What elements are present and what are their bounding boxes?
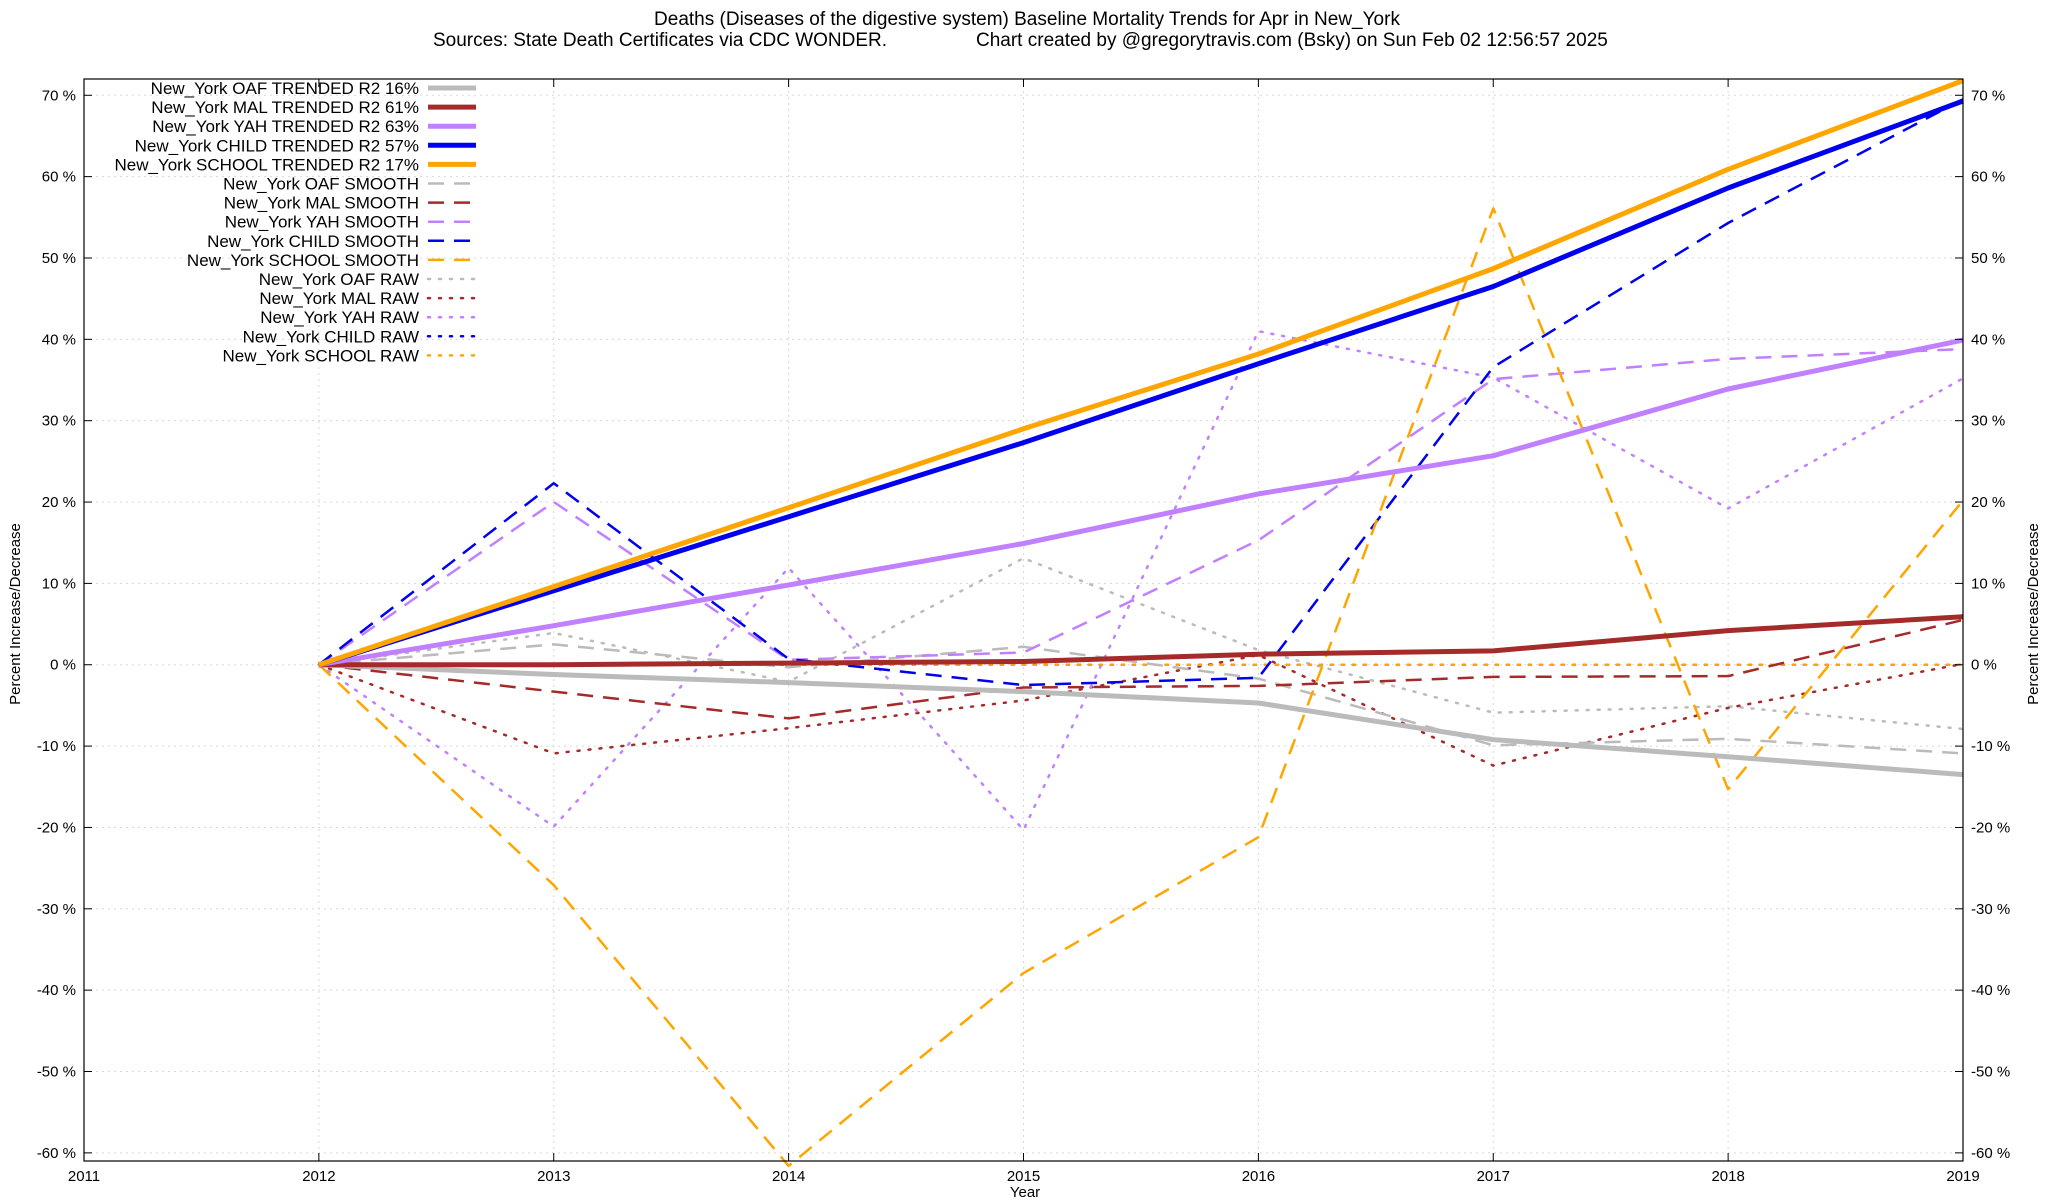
legend-label: New_York OAF TRENDED R2 16% [151,79,419,98]
y-axis-ticks: 70 % 70 % 60 % 60 % 50 % 50 % 40 % 40 % 30 % 30 %… [37,87,2010,1162]
x-tick-label: 2013 [537,1168,570,1185]
legend-label: New_York MAL RAW [259,289,419,308]
x-tick-label: 2016 [1242,1168,1275,1185]
series-line [317,653,1965,767]
y-tick-label-right: -40 % [1971,982,2010,999]
legend-label: New_York MAL TRENDED R2 61% [151,98,419,117]
y-tick-label-left: 50 % [42,250,76,267]
legend-label: New_York OAF SMOOTH [223,175,419,194]
series-line [318,643,1964,755]
y-tick-label-right: -10 % [1971,738,2010,755]
y-tick-label-right: 30 % [1971,413,2005,430]
series-line [318,98,1964,668]
legend-label: New_York CHILD SMOOTH [207,232,419,251]
legend-label: New_York YAH SMOOTH [225,213,419,232]
y-tick-label-right: 0 % [1971,657,1997,674]
y-tick-label-right: 10 % [1971,575,2005,592]
series-line [317,329,1965,832]
x-tick-label: 2014 [772,1168,805,1185]
series-line [318,662,1964,778]
series-line [318,337,1964,668]
y-tick-label-right: 40 % [1971,331,2005,348]
y-tick-label-left: 60 % [42,169,76,186]
legend: New_York OAF TRENDED R2 16%New_York MAL … [114,79,478,365]
legend-label: New_York SCHOOL RAW [223,346,420,365]
y-tick-label-right: -20 % [1971,819,2010,836]
x-axis-ticks: 2011 2012 2013 2014 2015 2016 2017 2018 2019 [68,79,1980,1185]
series-line [318,347,1964,666]
x-tick-label: 2019 [1946,1168,1979,1185]
y-tick-label-left: -20 % [37,819,76,836]
y-tick-label-left: -50 % [37,1064,76,1081]
y-tick-label-right: 50 % [1971,250,2005,267]
y-tick-label-right: 70 % [1971,87,2005,104]
x-axis-label: Year [1010,1184,1040,1200]
y-tick-label-left: 70 % [42,87,76,104]
legend-label: New_York SCHOOL TRENDED R2 17% [114,155,419,174]
chart-subtitle-sources: Sources: State Death Certificates via CD… [433,30,887,51]
x-tick-label: 2018 [1711,1168,1744,1185]
y-tick-label-left: 30 % [42,413,76,430]
y-tick-label-left: 20 % [42,494,76,511]
x-tick-label: 2015 [1007,1168,1040,1185]
legend-label: New_York SCHOOL SMOOTH [187,251,419,270]
series-line [318,207,1964,1168]
y-tick-label-right: -50 % [1971,1064,2010,1081]
series-lines [317,78,1965,1168]
legend-label: New_York CHILD RAW [243,327,419,346]
y-tick-label-right: 20 % [1971,494,2005,511]
y-tick-label-right: -60 % [1971,1145,2010,1162]
legend-label: New_York MAL SMOOTH [224,194,419,213]
legend-label: New_York YAH TRENDED R2 63% [152,117,419,136]
legend-label: New_York YAH RAW [260,308,419,327]
y-axis-label-left: Percent Increase/Decrease [7,523,24,705]
y-tick-label-left: -30 % [37,901,76,918]
y-tick-label-right: -30 % [1971,901,2010,918]
legend-label: New_York OAF RAW [259,270,419,289]
x-tick-label: 2011 [68,1168,100,1185]
legend-label: New_York CHILD TRENDED R2 57% [135,136,419,155]
y-tick-label-left: -60 % [37,1145,76,1162]
series-line [318,618,1964,720]
x-tick-label: 2017 [1477,1168,1510,1185]
chart-title: Deaths (Diseases of the digestive system… [654,9,1400,30]
chart-subtitle-credit: Chart created by @gregorytravis.com (Bsk… [976,30,1608,51]
y-tick-label-left: 0 % [50,657,76,674]
series-line [318,98,1964,687]
series-line [317,556,1965,731]
grid [83,79,1964,1161]
series-line [318,614,1964,668]
y-tick-label-right: 60 % [1971,169,2005,186]
y-tick-label-left: 10 % [42,575,76,592]
y-axis-label-right: Percent Increase/Decrease [2025,523,2042,705]
y-tick-label-left: -10 % [37,738,76,755]
y-tick-label-left: 40 % [42,331,76,348]
y-tick-label-left: -40 % [37,982,76,999]
x-tick-label: 2012 [302,1168,335,1185]
series-line [318,78,1964,668]
